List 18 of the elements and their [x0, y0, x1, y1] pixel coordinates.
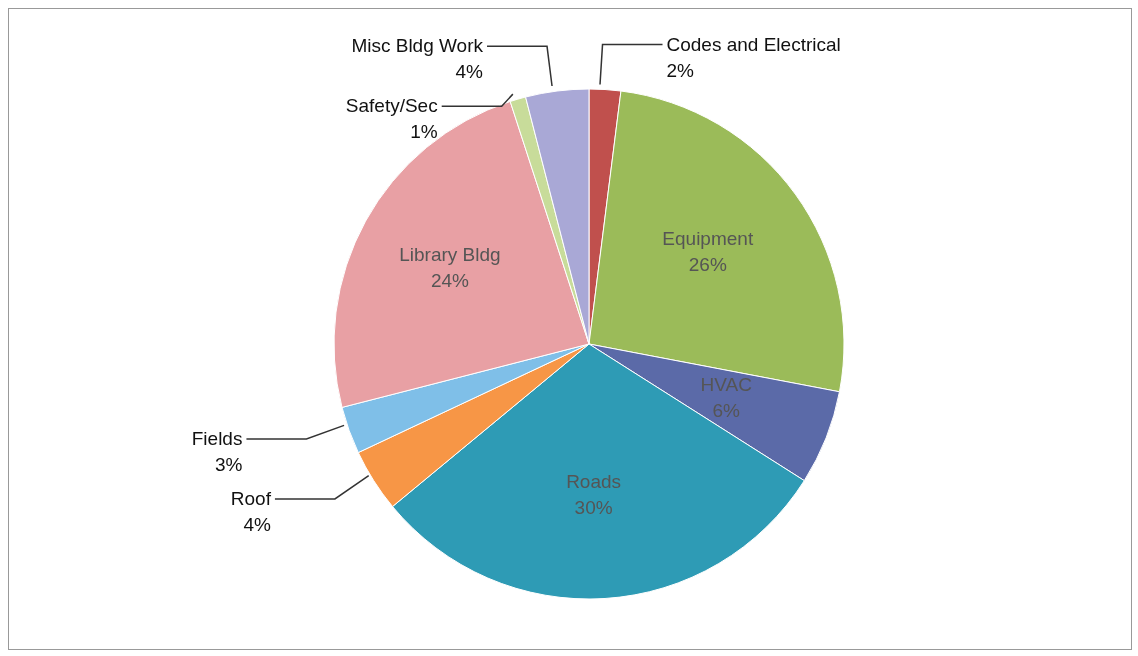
data-label: 26%: [688, 254, 727, 276]
slice-label: Roads: [566, 470, 622, 492]
data-label: 6%: [712, 400, 741, 422]
data-label: 2%: [666, 59, 695, 81]
slice-label: Roof: [230, 487, 272, 509]
slice-label: Fields: [191, 427, 243, 449]
slice-label: Library Bldg: [399, 244, 501, 266]
slice-label: Safety/Sec: [345, 95, 438, 117]
slice-label: Equipment: [662, 228, 754, 250]
data-label: 4%: [243, 513, 272, 535]
data-label: 24%: [430, 270, 470, 292]
slice-label: HVAC: [700, 374, 752, 396]
data-label: 30%: [574, 496, 613, 518]
slice-label: Codes and Electrical: [666, 33, 841, 55]
data-label: 4%: [455, 61, 484, 83]
slice-label: Misc Bldg Work: [351, 35, 484, 57]
data-label: 1%: [410, 121, 438, 143]
data-label: 3%: [214, 453, 243, 475]
